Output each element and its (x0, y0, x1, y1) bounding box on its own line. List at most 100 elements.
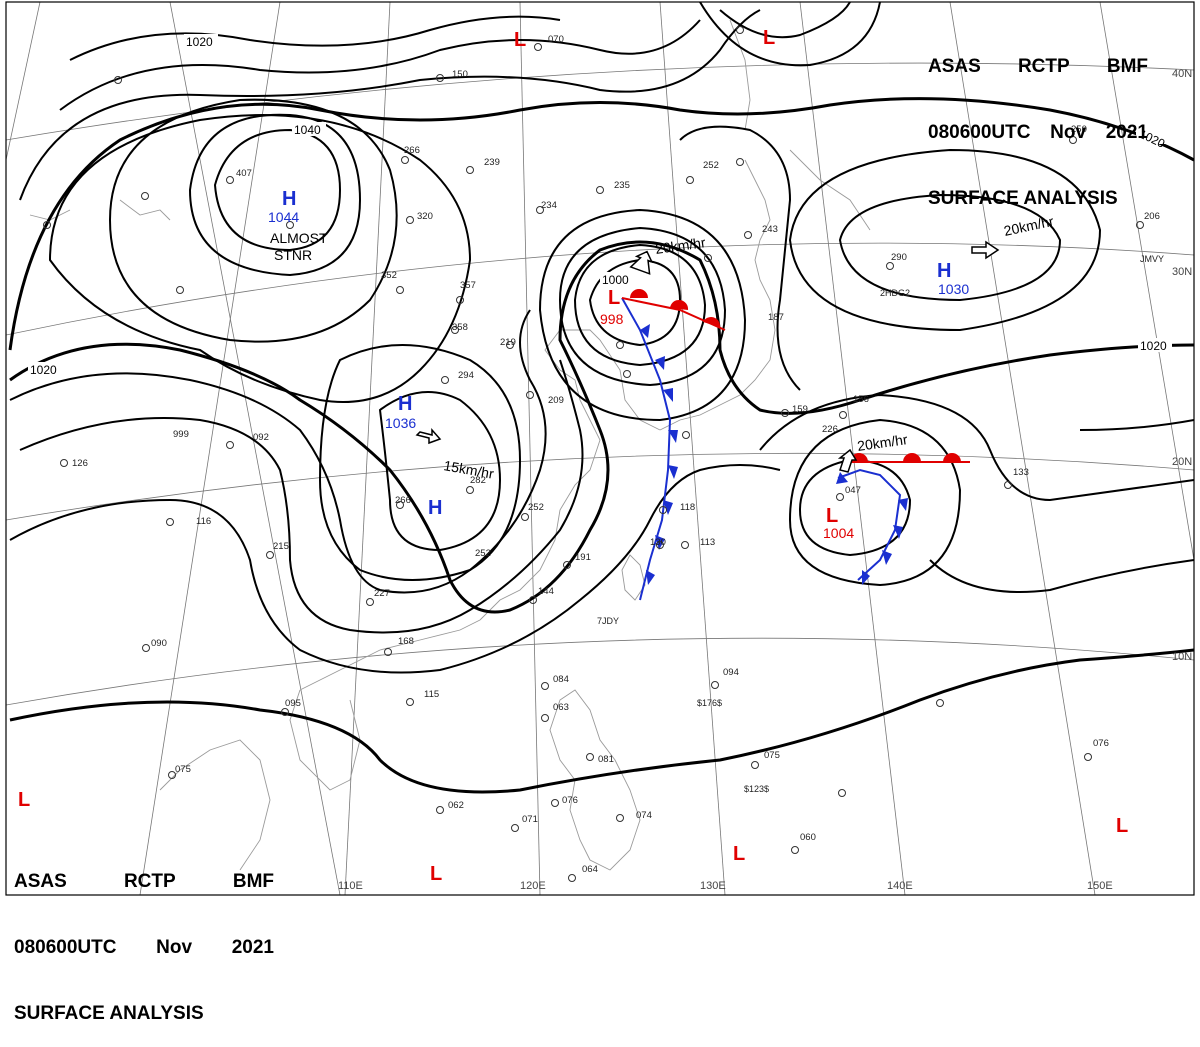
motion-labels: 20km/hr 20km/hr 15km/hr 20km/hr ALMOST S… (270, 213, 1055, 482)
station-value: 320 (417, 211, 433, 222)
header-month: Nov (1050, 122, 1087, 143)
station-value: 133 (1013, 467, 1029, 478)
high-center-value: 1030 (938, 281, 969, 297)
station-value: 252 (475, 548, 491, 559)
station-value: 126 (72, 458, 88, 469)
station-value: 084 (553, 674, 569, 685)
station-value: 352 (381, 270, 397, 281)
station-value: 235 (614, 180, 630, 191)
lon-labels: 110E 120E 130E 140E 150E (338, 880, 1113, 892)
station-value: 209 (548, 395, 564, 406)
warm-front-main (621, 289, 726, 331)
header-datetime-row: 080600UTC Nov 2021 (928, 122, 1148, 144)
station-value: 239 (484, 157, 500, 168)
ship-label: JMVY (1140, 254, 1164, 264)
isobar-label: 1000 (602, 273, 629, 287)
low-center-letter: L (733, 843, 745, 865)
footer-agency-1: ASAS (14, 871, 67, 892)
station-value: 062 (448, 800, 464, 811)
station-value: 076 (1093, 738, 1109, 749)
station-value: 095 (285, 698, 301, 709)
station-value: 357 (460, 280, 476, 291)
footer-month: Nov (156, 937, 193, 958)
isobars (8, 2, 1194, 794)
motion-label: 20km/hr (654, 234, 707, 257)
station-value: 252 (528, 502, 544, 513)
station-value: 250 (1071, 124, 1087, 135)
station-value: 144 (538, 586, 554, 597)
station-value: 075 (764, 750, 780, 761)
almost-stationary-label: ALMOST (270, 230, 328, 246)
station-value: 060 (800, 832, 816, 843)
station-symbols (43, 26, 1144, 882)
pressure-centers: H 1044 H 1036 H H 1030 L 998 L 1004 L L … (18, 27, 1128, 885)
station-value: 168 (398, 636, 414, 647)
station-value: 115 (424, 689, 439, 700)
header-agency-1: ASAS (928, 56, 981, 77)
footer-agency-row: ASAS RCTP BMF (14, 871, 274, 893)
high-center-letter: H (398, 393, 412, 415)
station-value: 252 (703, 160, 719, 171)
header-product: SURFACE ANALYSIS (928, 188, 1118, 209)
station-value: 075 (175, 764, 191, 775)
latitude-gridlines (6, 62, 1194, 706)
station-value: 282 (470, 475, 486, 486)
station-value: 070 (548, 34, 564, 45)
station-value: 118 (680, 502, 695, 513)
chart-header-bottom: ASAS RCTP BMF 080600UTC Nov 2021 SURFACE… (14, 827, 274, 1047)
high-center-value: 1036 (385, 415, 416, 431)
lon-label-130e: 130E (700, 880, 726, 892)
station-value: 130 (650, 537, 666, 548)
station-value: 063 (553, 702, 569, 713)
lon-label-140e: 140E (887, 880, 913, 892)
header-agency-row: ASAS RCTP BMF (928, 56, 1148, 78)
station-value: 226 (822, 424, 838, 435)
map-frame (5, 1, 1195, 896)
low-center-letter: L (18, 789, 30, 811)
station-value: 227 (374, 588, 390, 599)
station-value: 187 (768, 312, 784, 323)
lat-labels: 40N 30N 20N 10N (1172, 68, 1192, 663)
high-center-letter: H (428, 497, 442, 519)
station-value: 294 (458, 370, 474, 381)
warm-front-east (845, 453, 970, 463)
footer-product: SURFACE ANALYSIS (14, 1003, 204, 1024)
station-value: 290 (891, 252, 907, 263)
high-center-value: 1044 (268, 209, 299, 225)
lat-label-40n: 40N (1172, 68, 1192, 80)
station-value: 150 (452, 69, 468, 80)
low-center-letter: L (763, 27, 775, 49)
station-value: 113 (700, 537, 715, 548)
footer-datetime-row: 080600UTC Nov 2021 (14, 937, 274, 959)
isobar-label: 1020 (30, 363, 57, 377)
station-value: 206 (1144, 211, 1160, 222)
footer-agency-2: RCTP (123, 871, 176, 892)
lat-label-10n: 10N (1172, 651, 1192, 663)
cold-front-east (836, 468, 908, 585)
low-center-letter: L (430, 863, 442, 885)
ship-label: 2HDG2 (880, 288, 910, 298)
station-value: 092 (253, 432, 269, 443)
isobar-label: 1020 (1140, 339, 1167, 353)
weather-map: 40N 30N 20N 10N 110E 120E 130E 140E 150E… (5, 1, 1195, 896)
station-value: 999 (173, 429, 189, 440)
low-center-value: 1004 (823, 525, 854, 541)
station-value: 243 (762, 224, 778, 235)
footer-time: 080600UTC (14, 937, 117, 958)
isobar-label: 1020 (186, 35, 213, 49)
ship-label: $123$ (744, 784, 769, 794)
low-center-value: 998 (600, 311, 624, 327)
station-value: 358 (452, 322, 468, 333)
lon-label-110e: 110E (338, 880, 363, 892)
station-value: 116 (196, 516, 211, 527)
station-value: 090 (151, 638, 167, 649)
high-center-letter: H (282, 188, 296, 210)
station-value: 094 (723, 667, 739, 678)
station-value: 234 (541, 200, 557, 211)
station-value: 081 (598, 754, 614, 765)
lat-label-20n: 20N (1172, 456, 1192, 468)
chart-header-top: ASAS RCTP BMF 080600UTC Nov 2021 SURFACE… (928, 12, 1148, 232)
station-value: 156 (853, 394, 869, 405)
cold-front-main (621, 297, 678, 601)
station-value: 191 (575, 552, 591, 563)
